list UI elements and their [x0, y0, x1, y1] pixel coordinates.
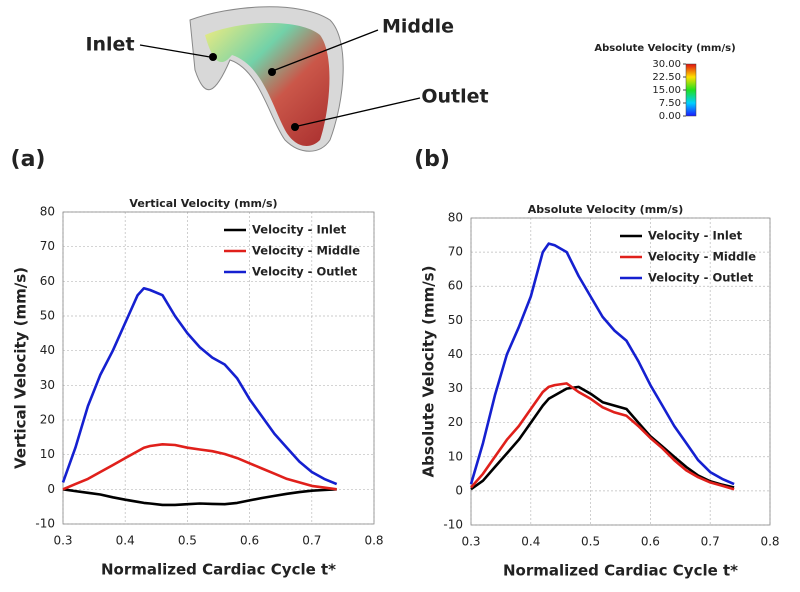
- x-tick-label: 0.4: [521, 535, 540, 549]
- panel-label: (b): [414, 147, 450, 172]
- y-tick-label: 40: [448, 347, 463, 361]
- legend-label: Velocity - Inlet: [648, 229, 743, 243]
- illustration: [139, 6, 421, 152]
- y-tick-label: 30: [40, 378, 55, 392]
- x-tick-label: 0.7: [701, 535, 720, 549]
- y-tick-label: -10: [35, 517, 55, 531]
- colorbar: [685, 63, 697, 117]
- label-inlet: Inlet: [85, 34, 134, 56]
- x-axis-label: Normalized Cardiac Cycle t*: [101, 561, 336, 579]
- x-tick-label: 0.5: [178, 534, 197, 548]
- colorbar-tick-label: 7.50: [659, 98, 681, 109]
- x-tick-label: 0.7: [302, 534, 321, 548]
- y-tick-label: -10: [443, 518, 463, 532]
- plot-frame: [62, 211, 375, 525]
- y-tick-label: 50: [40, 309, 55, 323]
- line-series: [469, 242, 735, 486]
- line-series: [470, 382, 735, 491]
- line-series: [62, 488, 337, 507]
- x-tick-label: 0.6: [240, 534, 259, 548]
- label-middle: Middle: [382, 16, 454, 38]
- y-tick-label: 0: [47, 482, 55, 496]
- colorbar-tick-label: 0.00: [659, 111, 681, 122]
- y-axis-label: Vertical Velocity (mm/s): [12, 267, 30, 469]
- x-tick-label: 0.8: [364, 534, 383, 548]
- panel-label: (a): [11, 147, 46, 172]
- y-tick-label: 20: [448, 415, 463, 429]
- y-tick-label: 10: [448, 449, 463, 463]
- y-tick-label: 50: [448, 313, 463, 327]
- y-axis-label: Absolute Velocity (mm/s): [420, 266, 438, 478]
- x-tick-label: 0.5: [581, 535, 600, 549]
- colorbar-title: Absolute Velocity (mm/s): [594, 43, 735, 54]
- legend-label: Velocity - Inlet: [252, 223, 347, 237]
- line-series: [61, 287, 338, 486]
- x-tick-label: 0.3: [53, 534, 72, 548]
- x-tick-label: 0.8: [760, 535, 779, 549]
- line-series: [62, 443, 337, 491]
- y-tick-label: 0: [455, 483, 463, 497]
- y-tick-label: 60: [448, 279, 463, 293]
- legend-label: Velocity - Middle: [252, 244, 360, 258]
- legend-label: Velocity - Outlet: [252, 265, 358, 279]
- y-tick-label: 30: [448, 381, 463, 395]
- label-outlet: Outlet: [421, 86, 488, 108]
- y-tick-label: 40: [40, 343, 55, 357]
- x-tick-label: 0.6: [641, 535, 660, 549]
- x-tick-label: 0.3: [461, 535, 480, 549]
- colorbar-tick-label: 22.50: [652, 72, 681, 83]
- y-tick-label: 70: [40, 239, 55, 253]
- y-tick-label: 10: [40, 447, 55, 461]
- colorbar-tick-label: 30.00: [652, 59, 681, 70]
- y-tick-label: 80: [40, 205, 55, 219]
- legend-label: Velocity - Outlet: [648, 271, 754, 285]
- legend-label: Velocity - Middle: [648, 250, 756, 264]
- x-tick-label: 0.4: [116, 534, 135, 548]
- chart-title: Absolute Velocity (mm/s): [528, 203, 683, 216]
- colorbar-tick-label: 15.00: [652, 85, 681, 96]
- line-series: [470, 385, 735, 491]
- chart-title: Vertical Velocity (mm/s): [129, 197, 277, 210]
- y-tick-label: 80: [448, 211, 463, 225]
- y-tick-label: 70: [448, 245, 463, 259]
- x-axis-label: Normalized Cardiac Cycle t*: [503, 562, 738, 580]
- y-tick-label: 60: [40, 274, 55, 288]
- plot-frame: [470, 217, 771, 526]
- y-tick-label: 20: [40, 413, 55, 427]
